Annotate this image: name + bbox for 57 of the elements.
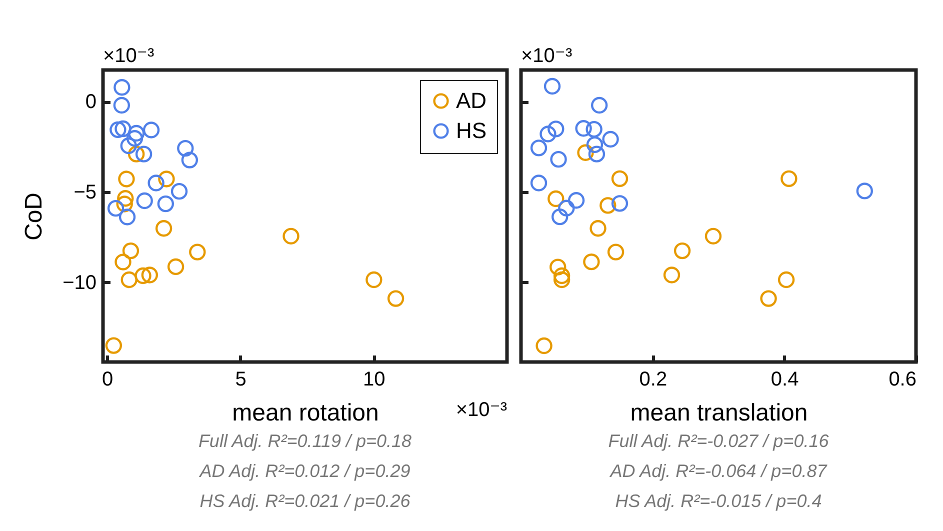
x-tick-label: 0.6 xyxy=(888,368,916,390)
text: ×10⁻³ xyxy=(521,45,572,67)
x-tick-label: 5 xyxy=(235,368,246,390)
point xyxy=(189,244,206,260)
point xyxy=(136,192,153,210)
x-tick-label: 0.2 xyxy=(639,368,668,390)
text: AD Adj. R²=-0.064 / p=0.87 xyxy=(609,461,828,481)
point xyxy=(177,140,194,157)
point xyxy=(122,242,140,260)
point xyxy=(114,254,132,270)
text: HS Adj. R²=-0.015 / p=0.4 xyxy=(615,491,822,511)
point xyxy=(118,208,136,226)
x-axis-title: mean translation xyxy=(630,400,808,426)
point xyxy=(155,220,172,237)
point xyxy=(128,124,145,142)
y-tick-label: −10 xyxy=(62,272,96,294)
point xyxy=(116,196,133,212)
point xyxy=(114,120,132,138)
point xyxy=(113,96,130,114)
point xyxy=(366,271,382,288)
point xyxy=(118,170,135,188)
legend-label: HS xyxy=(456,118,487,143)
point xyxy=(128,146,145,162)
text: Full Adj. R²=0.119 / p=0.18 xyxy=(198,431,412,451)
point xyxy=(110,121,126,138)
x-axis-title: mean rotation xyxy=(232,400,379,426)
point xyxy=(148,174,164,192)
point xyxy=(158,170,175,188)
point xyxy=(282,228,300,244)
point xyxy=(141,266,158,284)
point xyxy=(117,190,134,207)
y-axis-title: CoD xyxy=(20,192,48,241)
y-tick-label: −5 xyxy=(74,182,96,204)
point xyxy=(142,122,160,138)
point xyxy=(167,258,184,276)
text: ×10⁻³ xyxy=(456,399,508,421)
point xyxy=(114,79,130,96)
x-tick-label: 0.4 xyxy=(770,368,799,390)
point xyxy=(120,271,138,288)
point xyxy=(126,130,144,147)
y-tick-label: 0 xyxy=(85,91,96,114)
point xyxy=(170,182,188,200)
point xyxy=(387,290,404,307)
x-tick-label: 10 xyxy=(363,368,386,390)
text: HS Adj. R²=0.021 / p=0.26 xyxy=(200,491,412,511)
x-tick-label: 0 xyxy=(102,368,114,390)
point xyxy=(181,152,198,168)
point xyxy=(107,200,124,217)
point xyxy=(105,337,122,354)
text: ×10⁻³ xyxy=(103,45,154,67)
text: Full Adj. R²=-0.027 / p=0.16 xyxy=(608,431,830,451)
text: AD Adj. R²=0.012 / p=0.29 xyxy=(198,461,410,481)
point xyxy=(135,146,152,162)
legend-label: AD xyxy=(456,88,487,113)
point xyxy=(157,195,174,212)
point xyxy=(120,137,137,154)
point xyxy=(134,267,152,284)
